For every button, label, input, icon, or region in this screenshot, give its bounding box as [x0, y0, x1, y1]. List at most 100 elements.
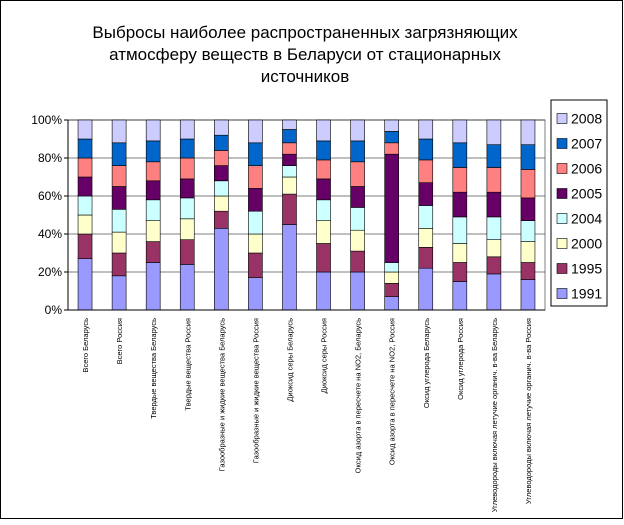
bar-segment	[248, 165, 263, 189]
bar-segment	[350, 271, 365, 311]
bar-segment	[316, 140, 331, 161]
legend-swatch	[556, 213, 568, 224]
bar-segment	[486, 273, 502, 311]
bar-segment	[316, 159, 331, 180]
bar-segment	[282, 176, 297, 195]
bar-segment	[316, 220, 331, 244]
bar-segment	[520, 220, 536, 242]
bar-segment	[316, 119, 331, 142]
bar-segment	[486, 167, 502, 193]
bar-segment	[520, 144, 536, 170]
bar-segment	[111, 252, 127, 277]
bar-segment	[248, 210, 263, 235]
bar-segment	[214, 150, 229, 166]
bar-segment	[145, 180, 161, 201]
bar-segment	[111, 209, 127, 233]
x-tick-label: Всего Беларусь	[81, 318, 90, 373]
bar-segment	[486, 191, 502, 218]
bar-segment	[452, 262, 468, 282]
legend-swatch	[556, 163, 568, 174]
bar-segment	[486, 144, 502, 168]
bar-segment	[452, 243, 468, 263]
bar-segment	[282, 193, 297, 225]
bar-segment	[214, 119, 229, 136]
legend-label: 2008	[571, 111, 602, 127]
x-tick-label: Диоксид серы Россия	[320, 318, 329, 393]
bar-segment	[316, 199, 331, 222]
bar-segment	[384, 153, 399, 263]
bar-segment	[486, 256, 502, 275]
bar-segment	[316, 271, 331, 311]
chart-title: Выбросы наиболее распространенных загряз…	[92, 23, 518, 42]
legend-swatch	[556, 113, 568, 124]
bar-segment	[145, 241, 161, 263]
bar-segment	[179, 197, 195, 220]
bar-segment	[520, 279, 536, 311]
bar-segment	[214, 228, 229, 311]
bar-segment	[486, 119, 502, 146]
bar-segment	[384, 283, 399, 297]
bar-segment	[350, 119, 365, 142]
bar-segment	[145, 140, 161, 163]
bar-segment	[179, 264, 195, 311]
y-tick-label: 100%	[31, 113, 62, 127]
x-tick-label: Твердые вещества Беларусь	[149, 318, 158, 419]
bar-segment	[179, 119, 195, 140]
bar-segment	[452, 142, 468, 168]
bar-segment	[111, 142, 127, 166]
bar-segment	[214, 165, 229, 182]
bar-segment	[77, 195, 93, 216]
x-tick-label: Твердые вещества Россия	[183, 318, 192, 411]
bar-segment	[111, 231, 127, 254]
y-tick-label: 60%	[38, 189, 62, 203]
x-tick-label: Оксид углерода Россия	[456, 318, 465, 400]
bar-segment	[520, 169, 536, 199]
bar-segment	[282, 224, 297, 311]
bar-segment	[282, 165, 297, 178]
bar-segment	[282, 153, 297, 166]
y-tick-label: 20%	[38, 265, 62, 279]
bar-segment	[111, 119, 127, 144]
bar-segment	[384, 142, 399, 155]
legend-swatch	[556, 288, 568, 299]
bar-segment	[214, 210, 229, 229]
bar-segment	[214, 180, 229, 197]
y-tick-label: 40%	[38, 227, 62, 241]
x-tick-label: Углеводороды включая летучие органич. в-…	[524, 318, 533, 504]
x-tick-label: Углеводороды включая летучие органич. в-…	[490, 318, 499, 512]
legend-label: 1995	[571, 261, 602, 277]
bar-segment	[282, 119, 297, 130]
bar-segment	[350, 161, 365, 187]
bar-segment	[111, 186, 127, 210]
bar-segment	[384, 262, 399, 273]
bar-segment	[520, 241, 536, 263]
bar-segment	[145, 199, 161, 222]
bar-segment	[248, 252, 263, 279]
x-tick-label: Оксид азорта в пересчете на NO2, Россия	[388, 318, 397, 465]
legend-swatch	[556, 188, 568, 199]
bar-segment	[350, 186, 365, 208]
bar-segment	[418, 247, 434, 269]
legend-label: 2004	[571, 211, 602, 227]
bar-segment	[418, 228, 434, 248]
bar-segment	[418, 159, 434, 183]
bar-segment	[418, 119, 434, 140]
bar-segment	[214, 195, 229, 212]
x-tick-label: Оксид углерода Беларусь	[422, 318, 431, 408]
bar-segment	[418, 182, 434, 206]
bar-segment	[111, 275, 127, 311]
bar-segment	[350, 229, 365, 252]
bar-segment	[418, 138, 434, 161]
bar-segment	[214, 134, 229, 151]
bar-segment	[350, 140, 365, 163]
chart-title: атмосферу веществ в Беларуси от стациона…	[109, 45, 501, 64]
bar-segment	[418, 267, 434, 311]
bar-segment	[316, 178, 331, 201]
bar-segment	[248, 142, 263, 166]
bar-segment	[452, 167, 468, 193]
bar-segment	[282, 129, 297, 144]
bar-segment	[145, 262, 161, 311]
bar-segment	[77, 119, 93, 140]
bar-segment	[350, 207, 365, 231]
bar-segment	[111, 165, 127, 187]
